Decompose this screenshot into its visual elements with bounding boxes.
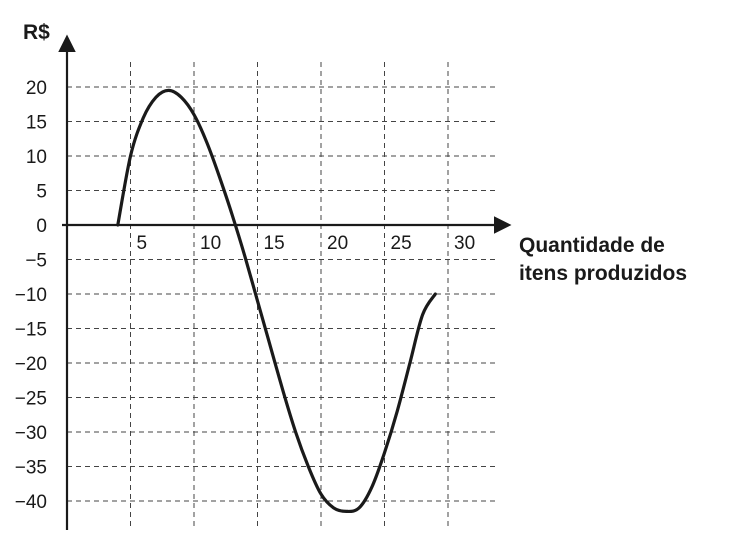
x-tick-label: 5: [137, 233, 148, 254]
y-tick-label: −5: [25, 251, 47, 272]
y-tick-label: 20: [26, 78, 47, 99]
y-tick-label: 0: [36, 216, 47, 237]
y-tick-label: −40: [15, 492, 47, 513]
x-tick-label: 10: [200, 233, 221, 254]
x-axis-label-line-2: itens produzidos: [519, 262, 687, 285]
x-tick-label: 20: [327, 233, 348, 254]
axes: [58, 34, 512, 530]
x-axis-label-line-1: Quantidade de: [519, 234, 665, 257]
x-tick-label: 30: [454, 233, 475, 254]
y-tick-label: −15: [15, 320, 47, 341]
series-line: [116, 88, 437, 514]
series: [116, 88, 437, 514]
y-tick-label: 15: [26, 113, 47, 134]
y-tick-label: 5: [36, 182, 47, 203]
y-axis-label: R$: [23, 21, 50, 44]
x-tick-label: 25: [391, 233, 412, 254]
y-tick-label: −35: [15, 458, 47, 479]
y-tick-label: −30: [15, 423, 47, 444]
tick-labels: 20 15 10 5 0 −5 −10 −15 −20 −25 −30 −35 −40 5 10 15 20 25…: [15, 78, 475, 513]
y-tick-label: −20: [15, 354, 47, 375]
y-tick-label: −10: [15, 285, 47, 306]
y-tick-label: −25: [15, 389, 47, 410]
y-tick-label: 10: [26, 147, 47, 168]
x-tick-label: 15: [264, 233, 285, 254]
